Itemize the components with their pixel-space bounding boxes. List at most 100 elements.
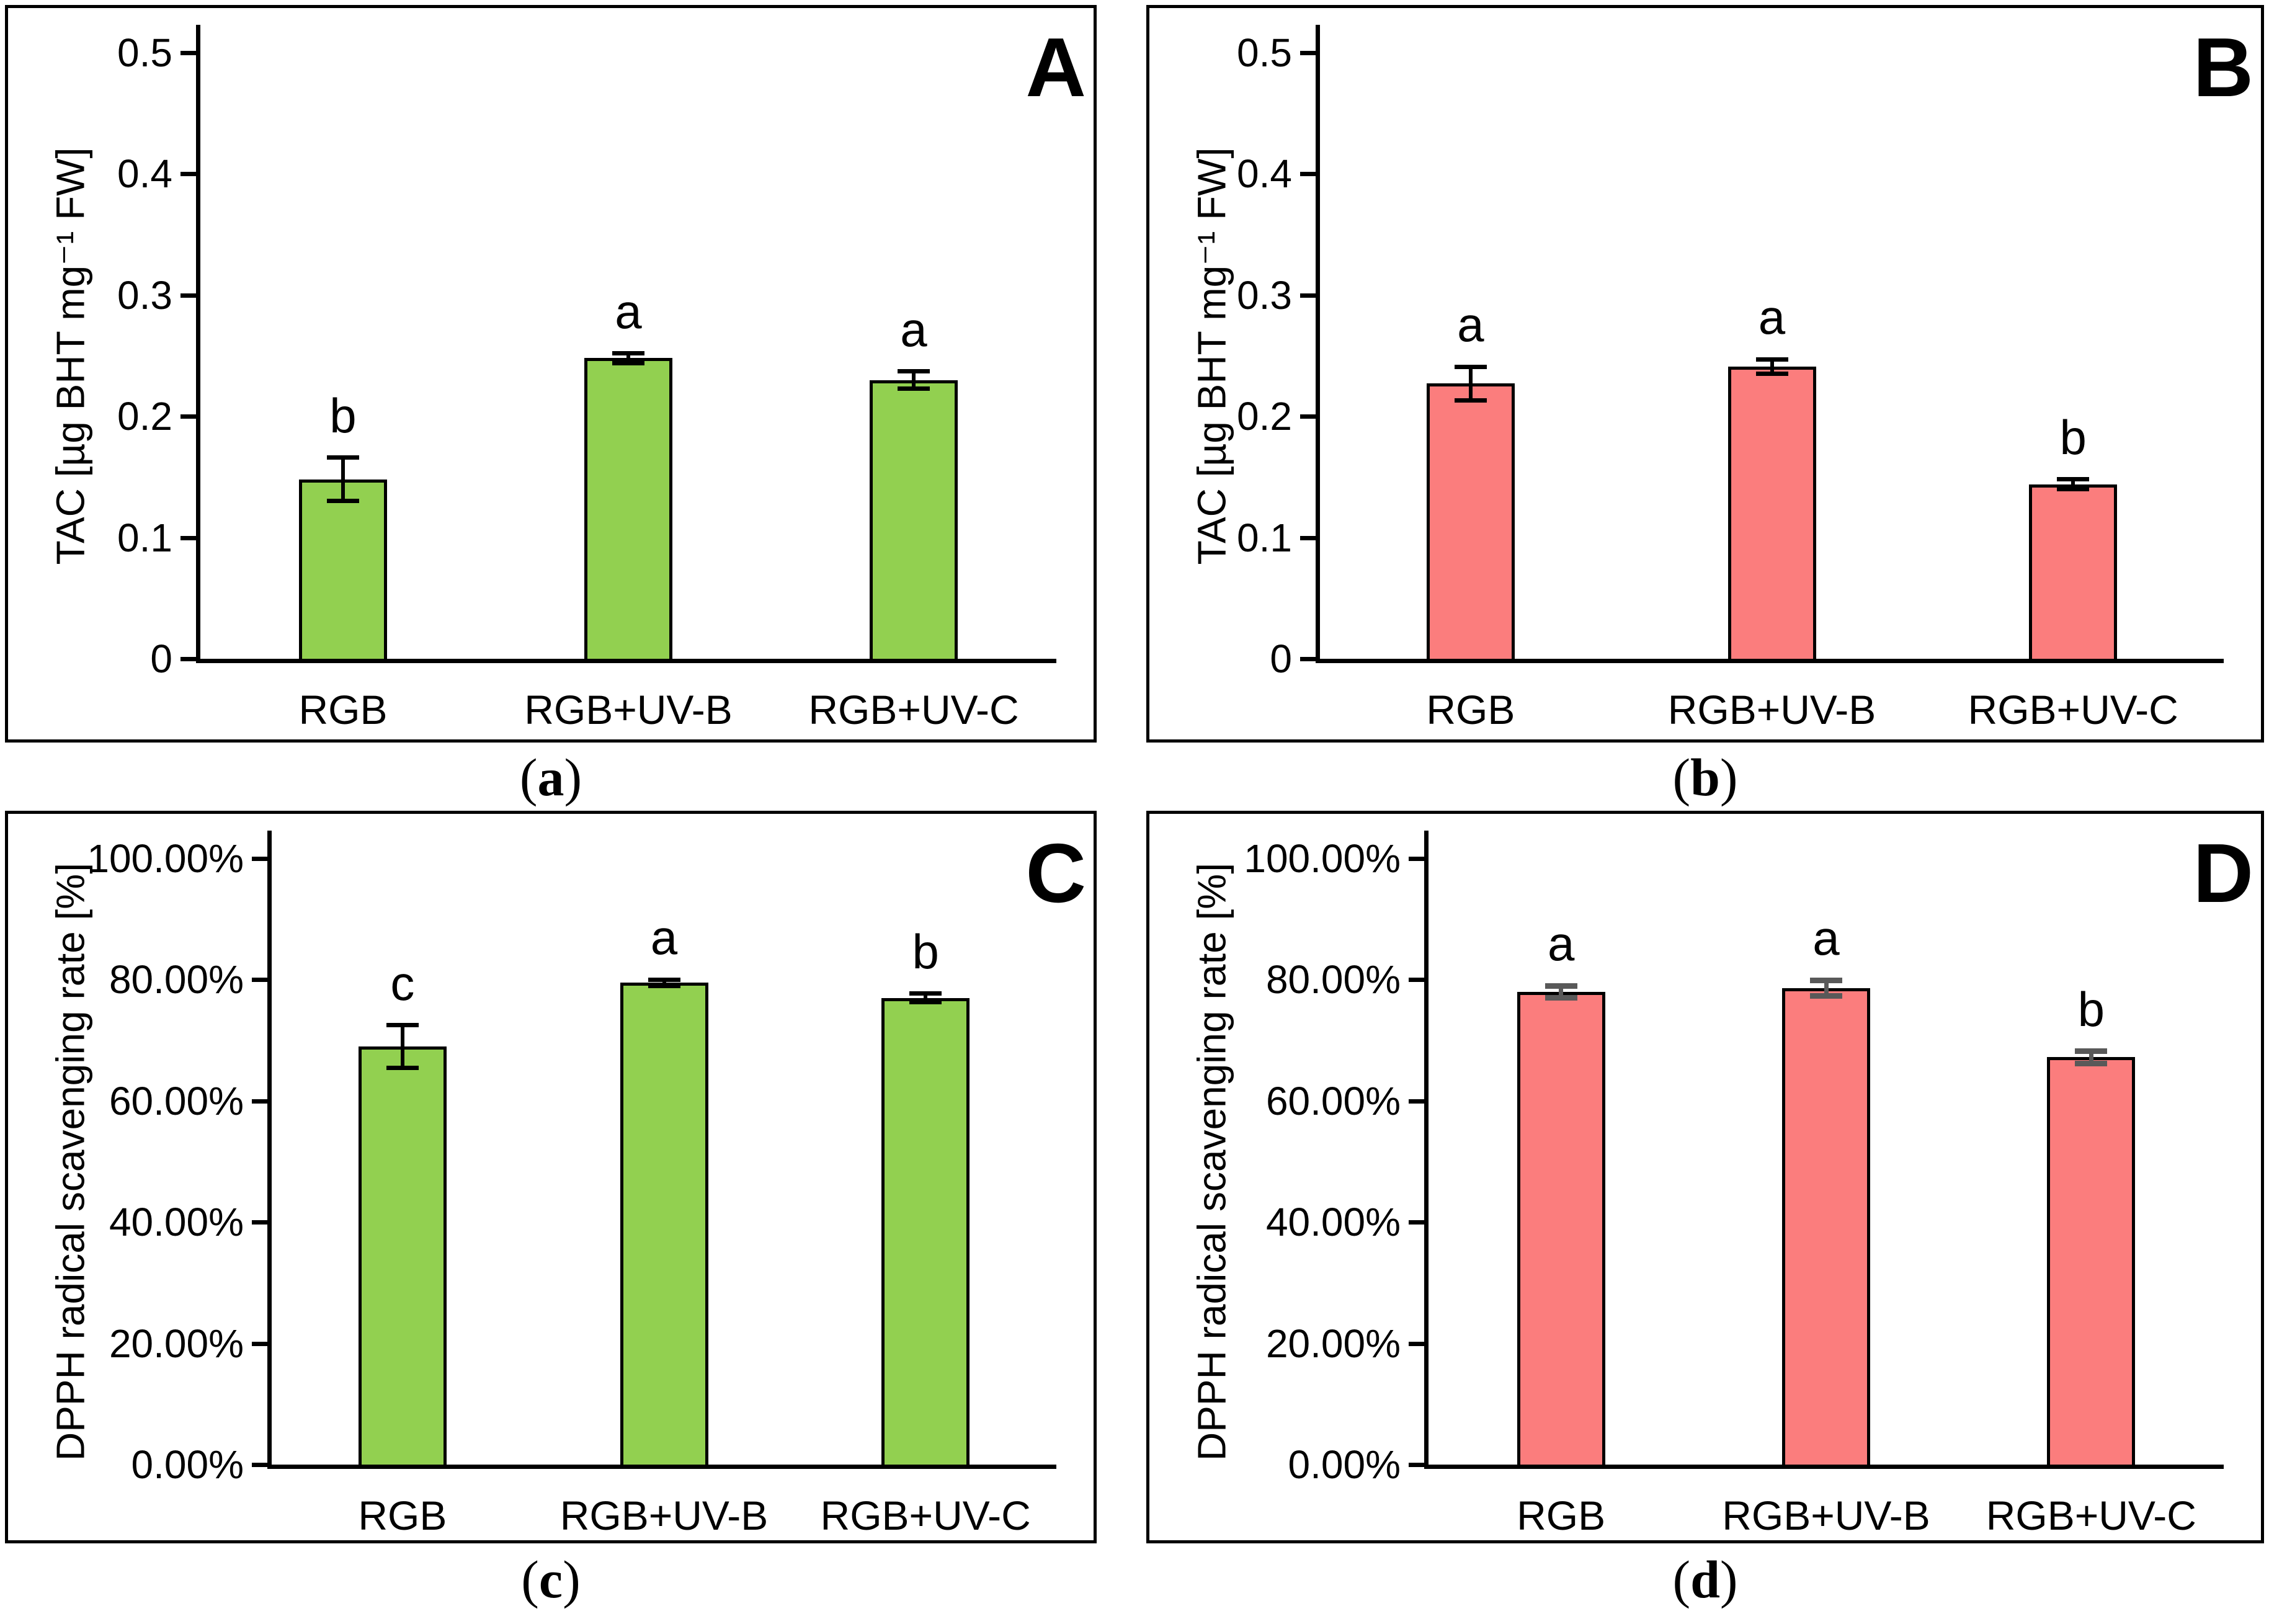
panel-c: 0.00% 20.00% 40.00% 60.00% 80.00% 100.00% c RGB… [5,811,1097,1543]
bar-RGB+UV-B [1727,367,1816,662]
x-tick-label-RGB+UV-B: RGB+UV-B [1667,687,1876,733]
panel-a: 0 0.1 0.2 0.3 0.4 0.5 b RGB a RGB+UV-B a RGB+UV-C T… [5,5,1097,743]
error-bar-top-cap-RGB+UV-C [2075,1048,2108,1055]
panel-d-y-axis-label: DPPH radical scavenging rate [%] [1189,862,1234,1461]
caption-a-close: ) [564,747,582,807]
error-bar-line-RGB+UV-B [626,353,630,364]
y-tick-mark [181,172,200,177]
panel-b-box: 0 0.1 0.2 0.3 0.4 0.5 a RGB a RGB+UV-B b RGB+UV-C T… [1146,5,2264,743]
y-tick-mark [1409,1220,1429,1225]
panel-a-plot-area: 0 0.1 0.2 0.3 0.4 0.5 b RGB a RGB+UV-B a RGB+UV-C [8,8,1094,739]
error-bar-line-RGB+UV-C [924,993,928,1002]
error-bar-bottom-cap-RGB [1545,995,1577,1001]
error-bar-line-RGB+UV-C [2088,1051,2093,1064]
panel-c-plot-area: 0.00% 20.00% 40.00% 60.00% 80.00% 100.00% c RGB… [8,814,1094,1540]
y-tick-label: 60.00% [109,1078,244,1123]
x-tick-label-RGB: RGB [1426,687,1515,733]
error-bar-bottom-cap-RGB+UV-B [648,983,680,988]
bar-RGB+UV-B [584,358,672,662]
error-bar-top-cap-RGB+UV-C [898,369,930,374]
y-axis-line [1424,831,1429,1468]
significance-letter-RGB+UV-B: a [1758,290,1786,345]
significance-letter-RGB: a [1547,916,1575,971]
x-tick-label-RGB: RGB [358,1492,447,1538]
y-tick-label: 100.00% [87,836,244,881]
panel-b-y-axis-label: TAC [µg BHT mg⁻¹ FW] [1189,147,1234,564]
y-tick-mark [181,414,200,419]
error-bar-top-cap-RGB [1454,364,1487,369]
y-axis-line [1316,25,1320,663]
error-bar-top-cap-RGB+UV-B [1810,977,1842,983]
y-tick-mark [1300,657,1320,661]
caption-b-letter: b [1690,747,1720,807]
x-tick-label-RGB+UV-C: RGB+UV-C [1968,687,2178,733]
panel-c-letter: C [1025,826,1087,920]
bar-RGB+UV-B [620,983,708,1468]
error-bar-line-RGB [400,1025,404,1068]
y-tick-label: 0 [1270,636,1292,681]
error-bar-bottom-cap-RGB+UV-C [898,386,930,391]
y-tick-mark [1409,978,1429,983]
x-tick-label-RGB+UV-C: RGB+UV-C [1986,1492,2196,1538]
significance-letter-RGB+UV-C: b [912,924,939,979]
bar-RGB+UV-C [870,380,958,662]
y-tick-mark [252,1341,272,1346]
x-tick-label-RGB+UV-B: RGB+UV-B [1722,1492,1930,1538]
bar-RGB+UV-B [1782,988,1870,1468]
caption-c-letter: c [538,1550,563,1609]
error-bar-top-cap-RGB+UV-B [1755,357,1788,362]
y-tick-mark [1300,414,1320,419]
error-bar-top-cap-RGB [327,455,359,460]
x-tick-label-RGB+UV-B: RGB+UV-B [524,687,733,733]
significance-letter-RGB: c [390,955,415,1011]
y-tick-mark [252,1220,272,1225]
error-bar-bottom-cap-RGB+UV-B [1810,993,1842,999]
error-bar-line-RGB+UV-B [1824,980,1829,996]
error-bar-top-cap-RGB+UV-B [612,351,644,356]
significance-letter-RGB+UV-B: a [650,910,678,965]
error-bar-line-RGB [1559,986,1564,998]
panel-b-letter: B [2193,20,2254,114]
bar-RGB [1517,991,1605,1468]
panel-d-box: 0.00% 20.00% 40.00% 60.00% 80.00% 100.00% a RGB… [1146,811,2264,1543]
panel-a-y-axis-label: TAC [µg BHT mg⁻¹ FW] [48,147,92,564]
significance-letter-RGB+UV-B: a [1812,911,1840,966]
error-bar-bottom-cap-RGB [1454,398,1487,403]
y-tick-label: 40.00% [109,1200,244,1245]
caption-a-letter: a [537,747,564,807]
bar-RGB+UV-C [2047,1057,2136,1468]
error-bar-bottom-cap-RGB+UV-C [909,1000,942,1005]
y-tick-label: 100.00% [1244,836,1401,881]
y-tick-mark [1409,857,1429,861]
caption-b-open: ( [1672,747,1691,807]
caption-b: (b) [1146,746,2264,808]
y-tick-label: 0.00% [131,1442,244,1487]
caption-d-open: ( [1672,1550,1691,1609]
error-bar-bottom-cap-RGB+UV-B [612,360,644,365]
y-tick-mark [252,1463,272,1467]
y-tick-mark [1409,1099,1429,1104]
y-axis-line [267,831,272,1468]
y-tick-label: 0.3 [117,272,172,318]
error-bar-line-RGB+UV-B [662,979,666,986]
y-tick-label: 0.1 [1237,515,1292,560]
bar-RGB+UV-C [2029,484,2118,662]
y-tick-mark [1409,1341,1429,1346]
y-tick-mark [181,51,200,55]
bar-RGB+UV-C [881,997,970,1468]
error-bar-line-RGB [1468,367,1473,401]
significance-letter-RGB: a [1457,297,1484,352]
caption-b-close: ) [1719,747,1738,807]
panel-d: 0.00% 20.00% 40.00% 60.00% 80.00% 100.00% a RGB… [1146,811,2264,1543]
panel-d-plot-area: 0.00% 20.00% 40.00% 60.00% 80.00% 100.00% a RGB… [1149,814,2261,1540]
y-tick-mark [252,978,272,983]
panel-a-box: 0 0.1 0.2 0.3 0.4 0.5 b RGB a RGB+UV-B a RGB+UV-C T… [5,5,1097,743]
y-tick-label: 20.00% [1265,1321,1401,1366]
panel-b: 0 0.1 0.2 0.3 0.4 0.5 a RGB a RGB+UV-B b RGB+UV-C T… [1146,5,2264,743]
error-bar-line-RGB+UV-C [912,371,916,389]
significance-letter-RGB+UV-C: a [900,301,927,357]
y-tick-label: 60.00% [1265,1078,1401,1123]
y-tick-label: 40.00% [1265,1200,1401,1245]
error-bar-line-RGB+UV-C [2071,479,2075,489]
x-tick-label-RGB: RGB [298,687,388,733]
